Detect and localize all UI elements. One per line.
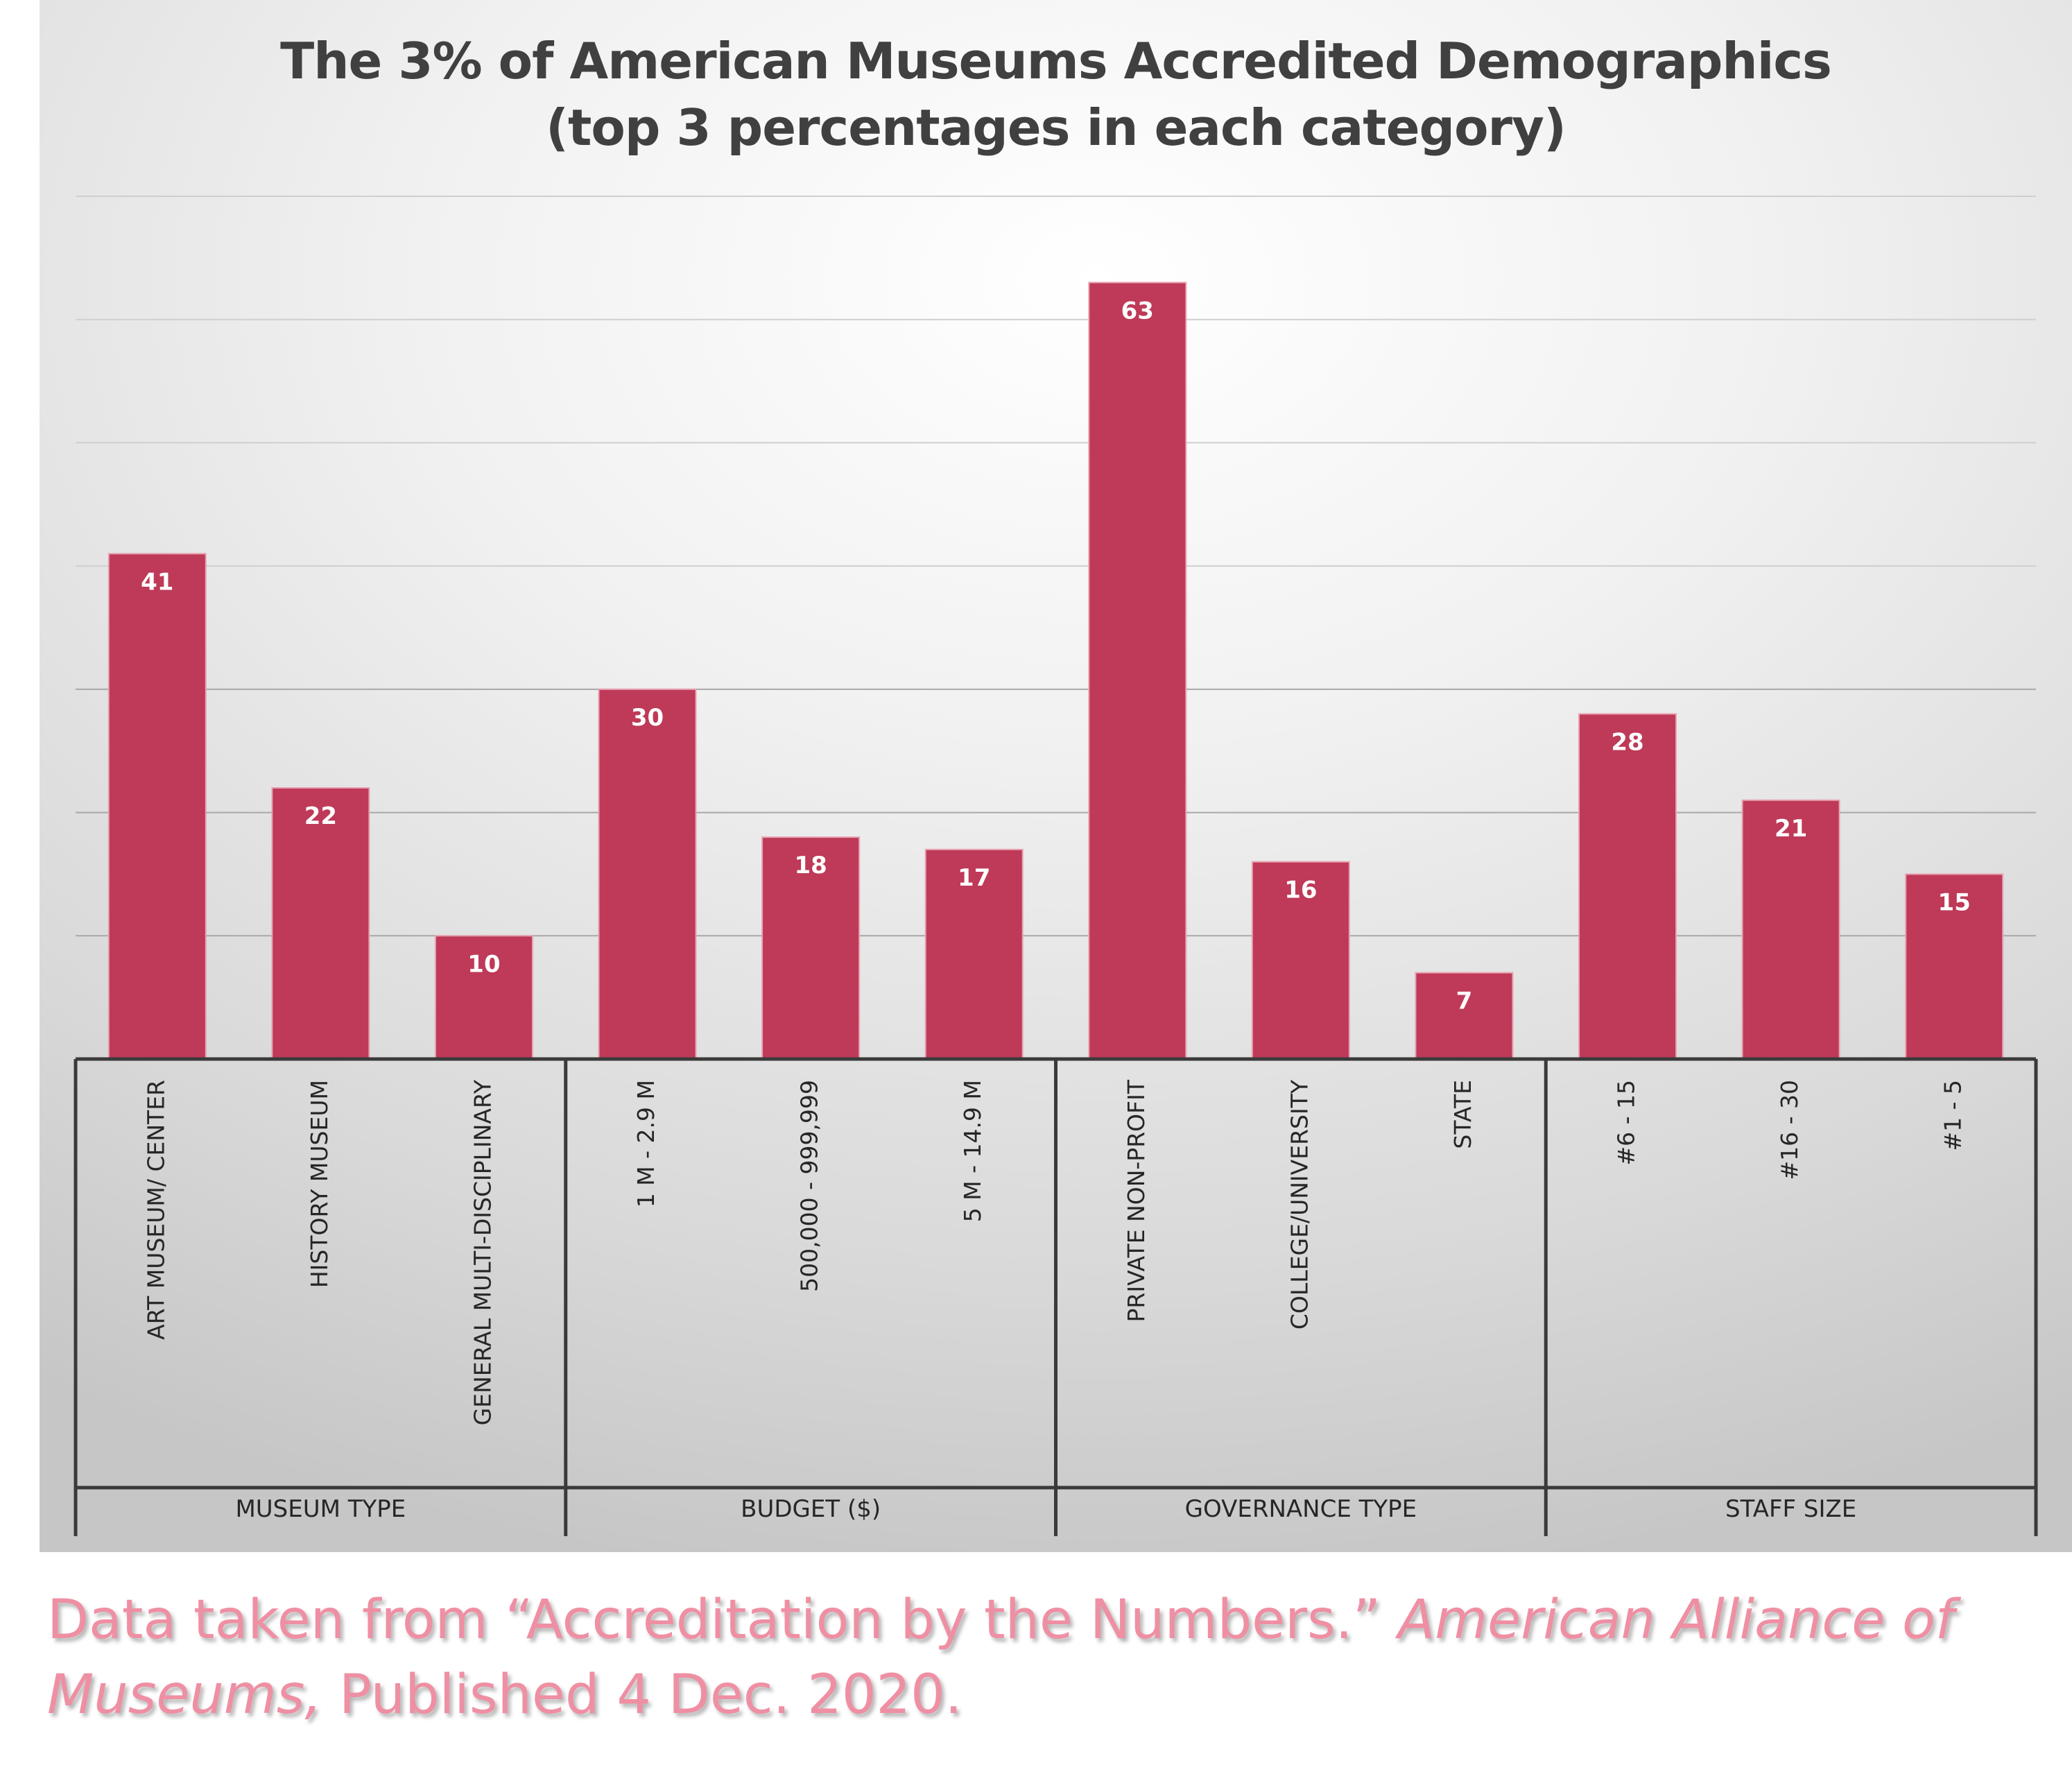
category-label: HISTORY MUSEUM	[306, 1080, 333, 1288]
bar-value-label: 41	[141, 568, 173, 596]
source-journal-part2: Museums,	[47, 1664, 322, 1726]
bar-value-label: 30	[631, 704, 664, 732]
bar	[761, 836, 861, 1060]
chart-panel: The 3% of American Museums Accredited De…	[40, 0, 2072, 1552]
group-label: STAFF SIZE	[1725, 1495, 1856, 1523]
bar-value-label: 28	[1611, 728, 1643, 756]
category-label: COLLEGE/UNIVERSITY	[1286, 1079, 1313, 1329]
category-label: ART MUSEUM/ CENTER	[142, 1080, 169, 1340]
chart-title-line1: The 3% of American Museums Accredited De…	[280, 32, 1832, 90]
bar	[1578, 713, 1677, 1060]
bar-value-label: 63	[1121, 297, 1154, 325]
bar-value-label: 22	[304, 802, 337, 830]
bar-value-label: 21	[1775, 815, 1807, 843]
bar	[598, 688, 697, 1060]
category-label: #16 - 30	[1776, 1080, 1803, 1180]
bar	[1905, 873, 2004, 1060]
bar	[1415, 972, 1514, 1060]
bar	[434, 935, 533, 1060]
bar-value-label: 10	[467, 950, 500, 978]
bar	[271, 787, 370, 1060]
category-label: GENERAL MULTI-DISCIPLINARY	[469, 1079, 496, 1425]
bar	[1251, 861, 1350, 1060]
group-label: MUSEUM TYPE	[235, 1495, 406, 1523]
bar-value-label: 16	[1284, 877, 1317, 904]
bar-value-label: 17	[958, 864, 990, 892]
category-label: STATE	[1449, 1080, 1476, 1149]
bar-chart: 41 ART MUSEUM/ CENTER 22 HISTORY MUSEUM 10 GE…	[74, 196, 2038, 1536]
bar	[107, 553, 207, 1060]
category-label: 1 M - 2.9 M	[632, 1080, 659, 1207]
bar-value-label: 15	[1938, 888, 1971, 916]
category-label: #6 - 15	[1613, 1080, 1640, 1166]
category-label: 5 M - 14.9 M	[959, 1080, 986, 1222]
source-citation: Data taken from “Accreditation by the Nu…	[47, 1583, 2044, 1732]
category-label: 500,000 - 999,999	[796, 1080, 823, 1292]
source-journal-part1: American Alliance of	[1397, 1589, 1955, 1651]
bar-value-label: 18	[794, 852, 827, 879]
chart-title: The 3% of American Museums Accredited De…	[40, 28, 2072, 161]
chart-title-line2: (top 3 percentages in each category)	[546, 98, 1566, 157]
bar	[1088, 282, 1187, 1060]
category-label: PRIVATE NON-PROFIT	[1123, 1079, 1150, 1322]
bar-value-label: 7	[1456, 988, 1473, 1015]
source-text-part2: Published 4 Dec. 2020.	[322, 1664, 962, 1726]
source-text-part1: Data taken from “Accreditation by the Nu…	[47, 1589, 1398, 1651]
category-label: #1 - 5	[1940, 1080, 1967, 1151]
group-label: GOVERNANCE TYPE	[1185, 1495, 1417, 1523]
group-label: BUDGET ($)	[741, 1495, 881, 1523]
